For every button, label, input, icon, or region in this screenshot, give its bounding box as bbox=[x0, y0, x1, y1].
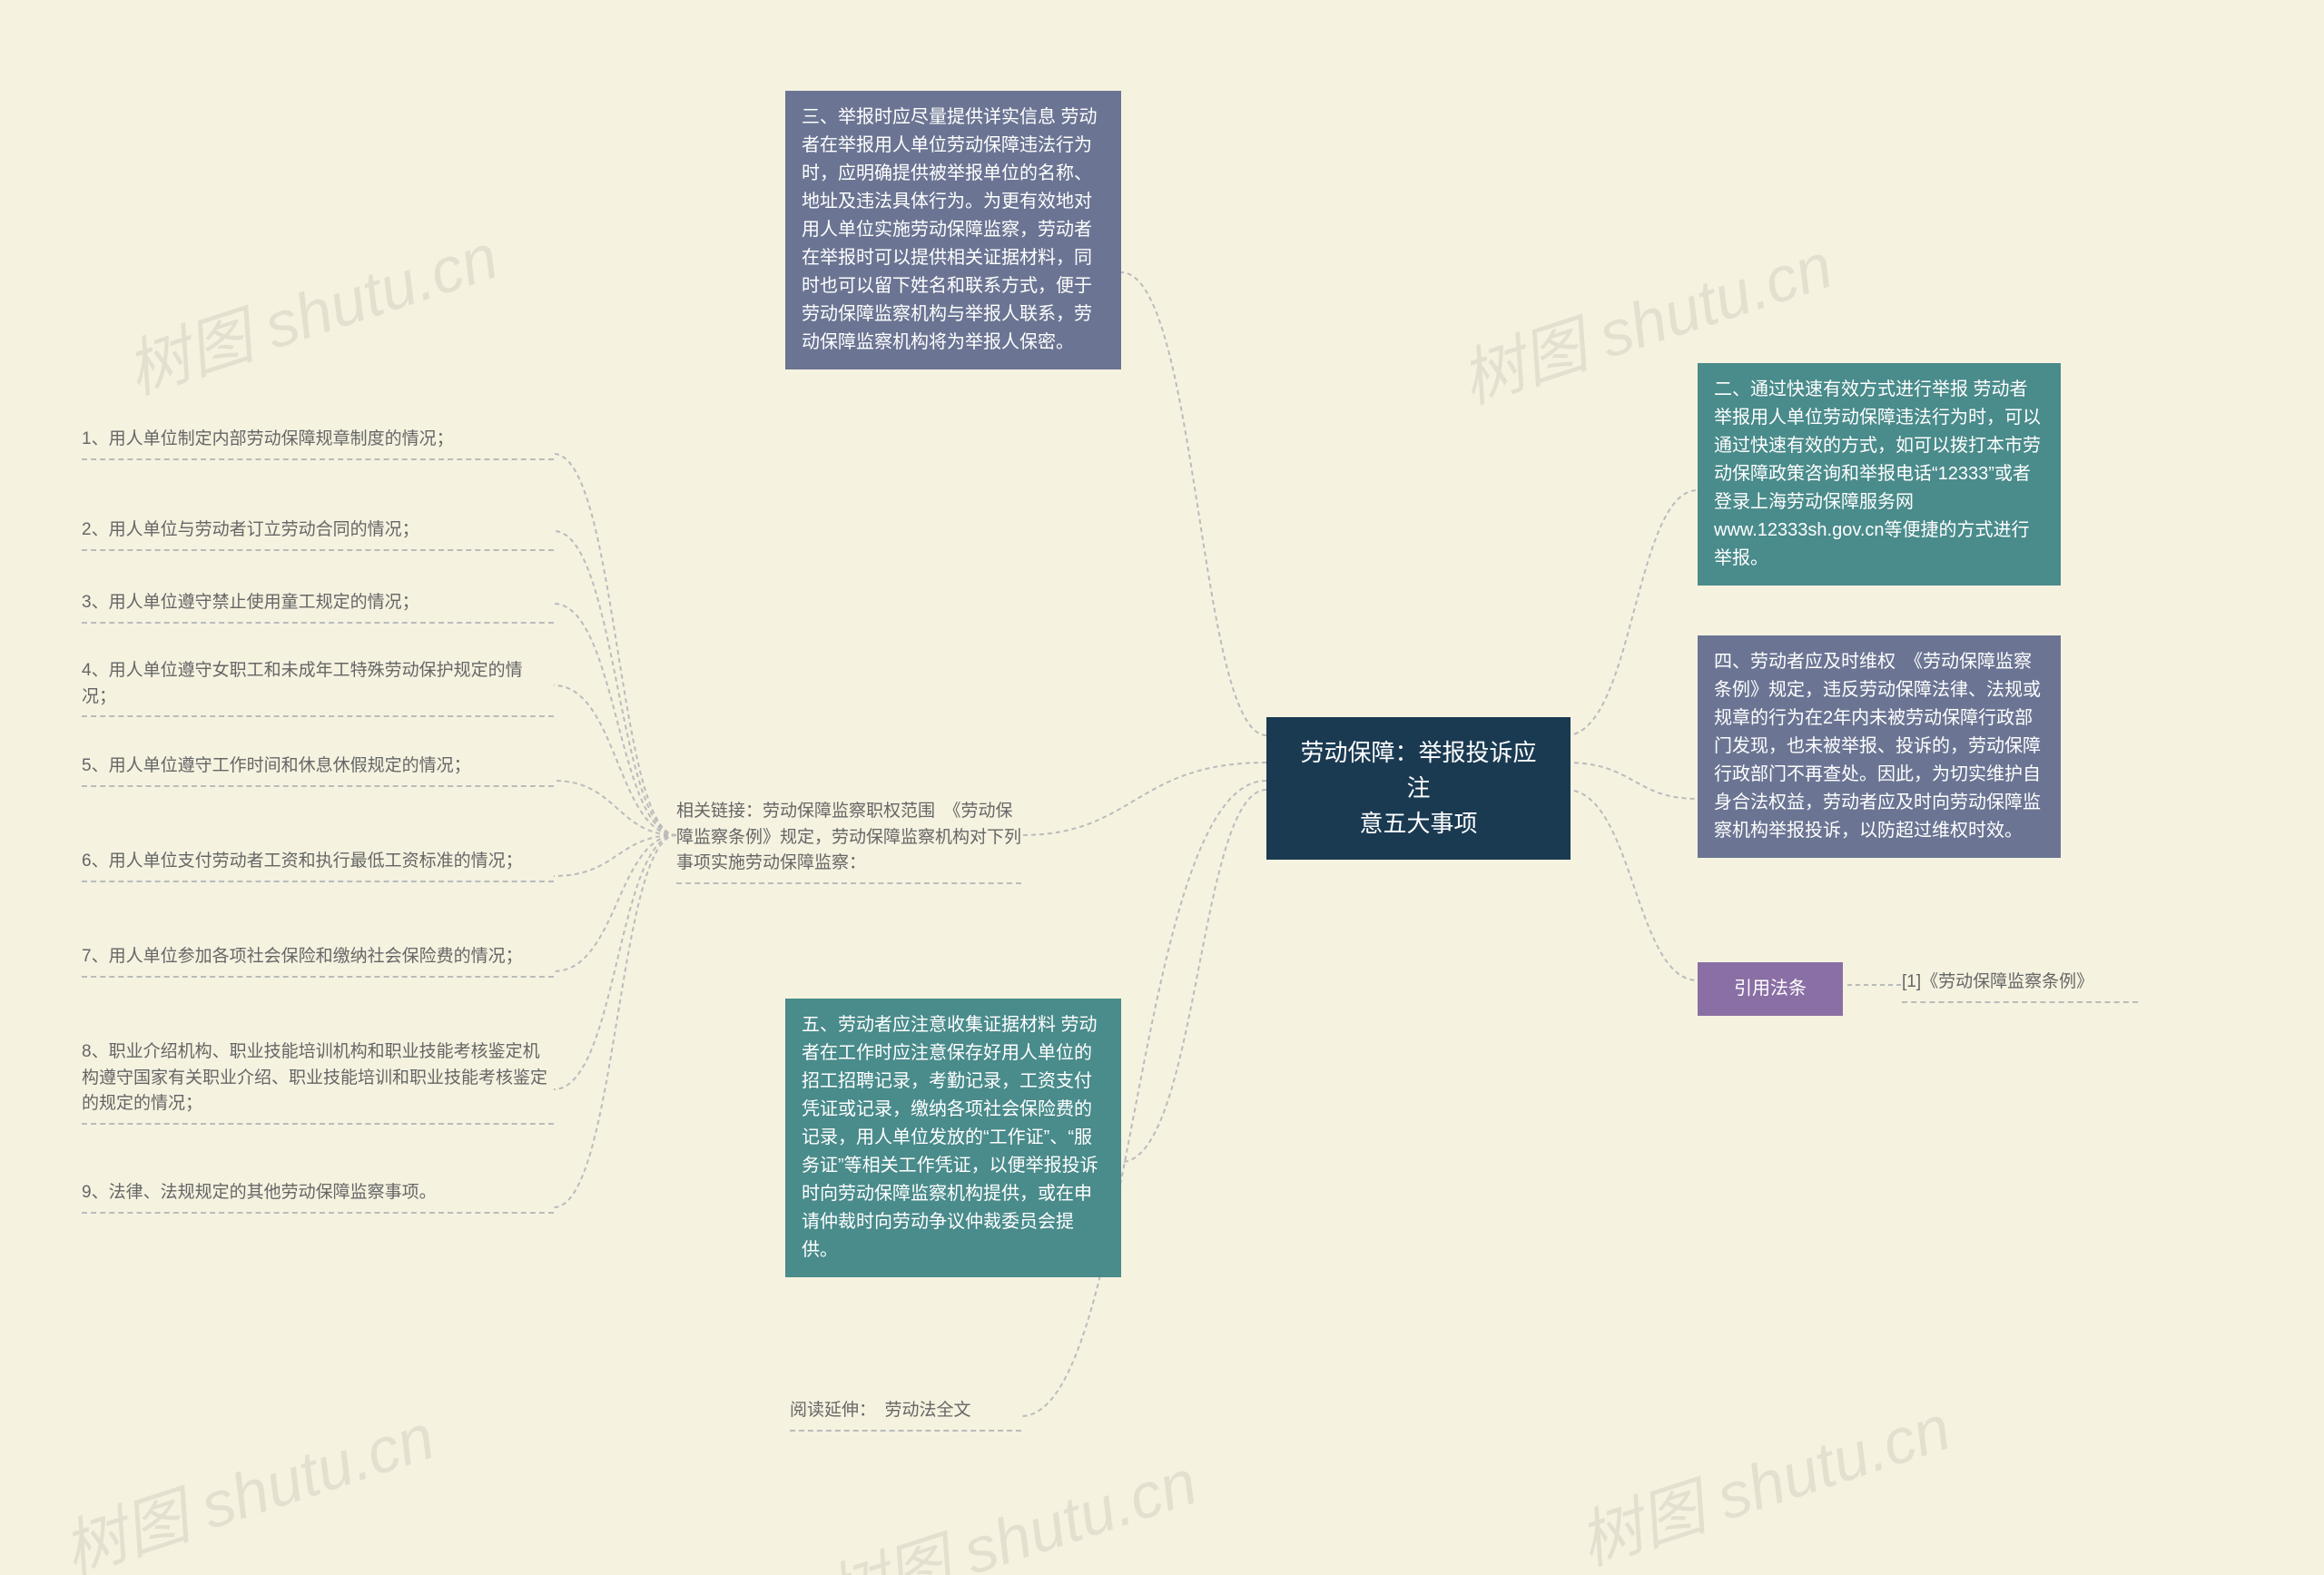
center-line1: 劳动保障：举报投诉应注 bbox=[1300, 739, 1536, 802]
leaf-item-1: 1、用人单位制定内部劳动保障规章制度的情况； bbox=[82, 427, 554, 460]
leaf-item-2: 2、用人单位与劳动者订立劳动合同的情况； bbox=[82, 517, 554, 551]
leaf-item-6: 6、用人单位支付劳动者工资和执行最低工资标准的情况； bbox=[82, 849, 554, 882]
leaf-item-7: 7、用人单位参加各项社会保险和缴纳社会保险费的情况； bbox=[82, 944, 554, 978]
watermark-5: 树图 shutu.cn bbox=[1566, 1377, 1961, 1575]
watermark-3: 树图 shutu.cn bbox=[50, 1386, 445, 1575]
right-node-4: 四、劳动者应及时维权 《劳动保障监察条例》规定，违反劳动保障法律、法规或规章的行… bbox=[1698, 635, 2061, 858]
left-links-label: 相关链接：劳动保障监察职权范围 《劳动保障监察条例》规定，劳动保障监察机构对下列… bbox=[676, 799, 1021, 884]
leaf-item-8: 8、职业介绍机构、职业技能培训机构和职业技能考核鉴定机构遵守国家有关职业介绍、职… bbox=[82, 1039, 554, 1125]
left-read-more: 阅读延伸： 劳动法全文 bbox=[790, 1398, 1021, 1432]
leaf-item-5: 5、用人单位遵守工作时间和休息休假规定的情况； bbox=[82, 753, 554, 787]
right-cite-ref: [1]《劳动保障监察条例》 bbox=[1902, 970, 2138, 1003]
right-cite-label: 引用法条 bbox=[1698, 962, 1843, 1016]
center-line2: 意五大事项 bbox=[1359, 810, 1477, 837]
left-node-3: 三、举报时应尽量提供详实信息 劳动者在举报用人单位劳动保障违法行为时，应明确提供… bbox=[785, 91, 1121, 369]
watermark-4: 树图 shutu.cn bbox=[812, 1432, 1207, 1575]
center-topic: 劳动保障：举报投诉应注 意五大事项 bbox=[1266, 717, 1571, 860]
left-node-5: 五、劳动者应注意收集证据材料 劳动者在工作时应注意保存好用人单位的招工招聘记录，… bbox=[785, 999, 1121, 1277]
watermark-1: 树图 shutu.cn bbox=[113, 206, 508, 412]
right-node-2: 二、通过快速有效方式进行举报 劳动者举报用人单位劳动保障违法行为时，可以通过快速… bbox=[1698, 363, 2061, 586]
leaf-item-9: 9、法律、法规规定的其他劳动保障监察事项。 bbox=[82, 1180, 554, 1214]
leaf-item-3: 3、用人单位遵守禁止使用童工规定的情况； bbox=[82, 590, 554, 624]
leaf-item-4: 4、用人单位遵守女职工和未成年工特殊劳动保护规定的情况； bbox=[82, 658, 554, 717]
